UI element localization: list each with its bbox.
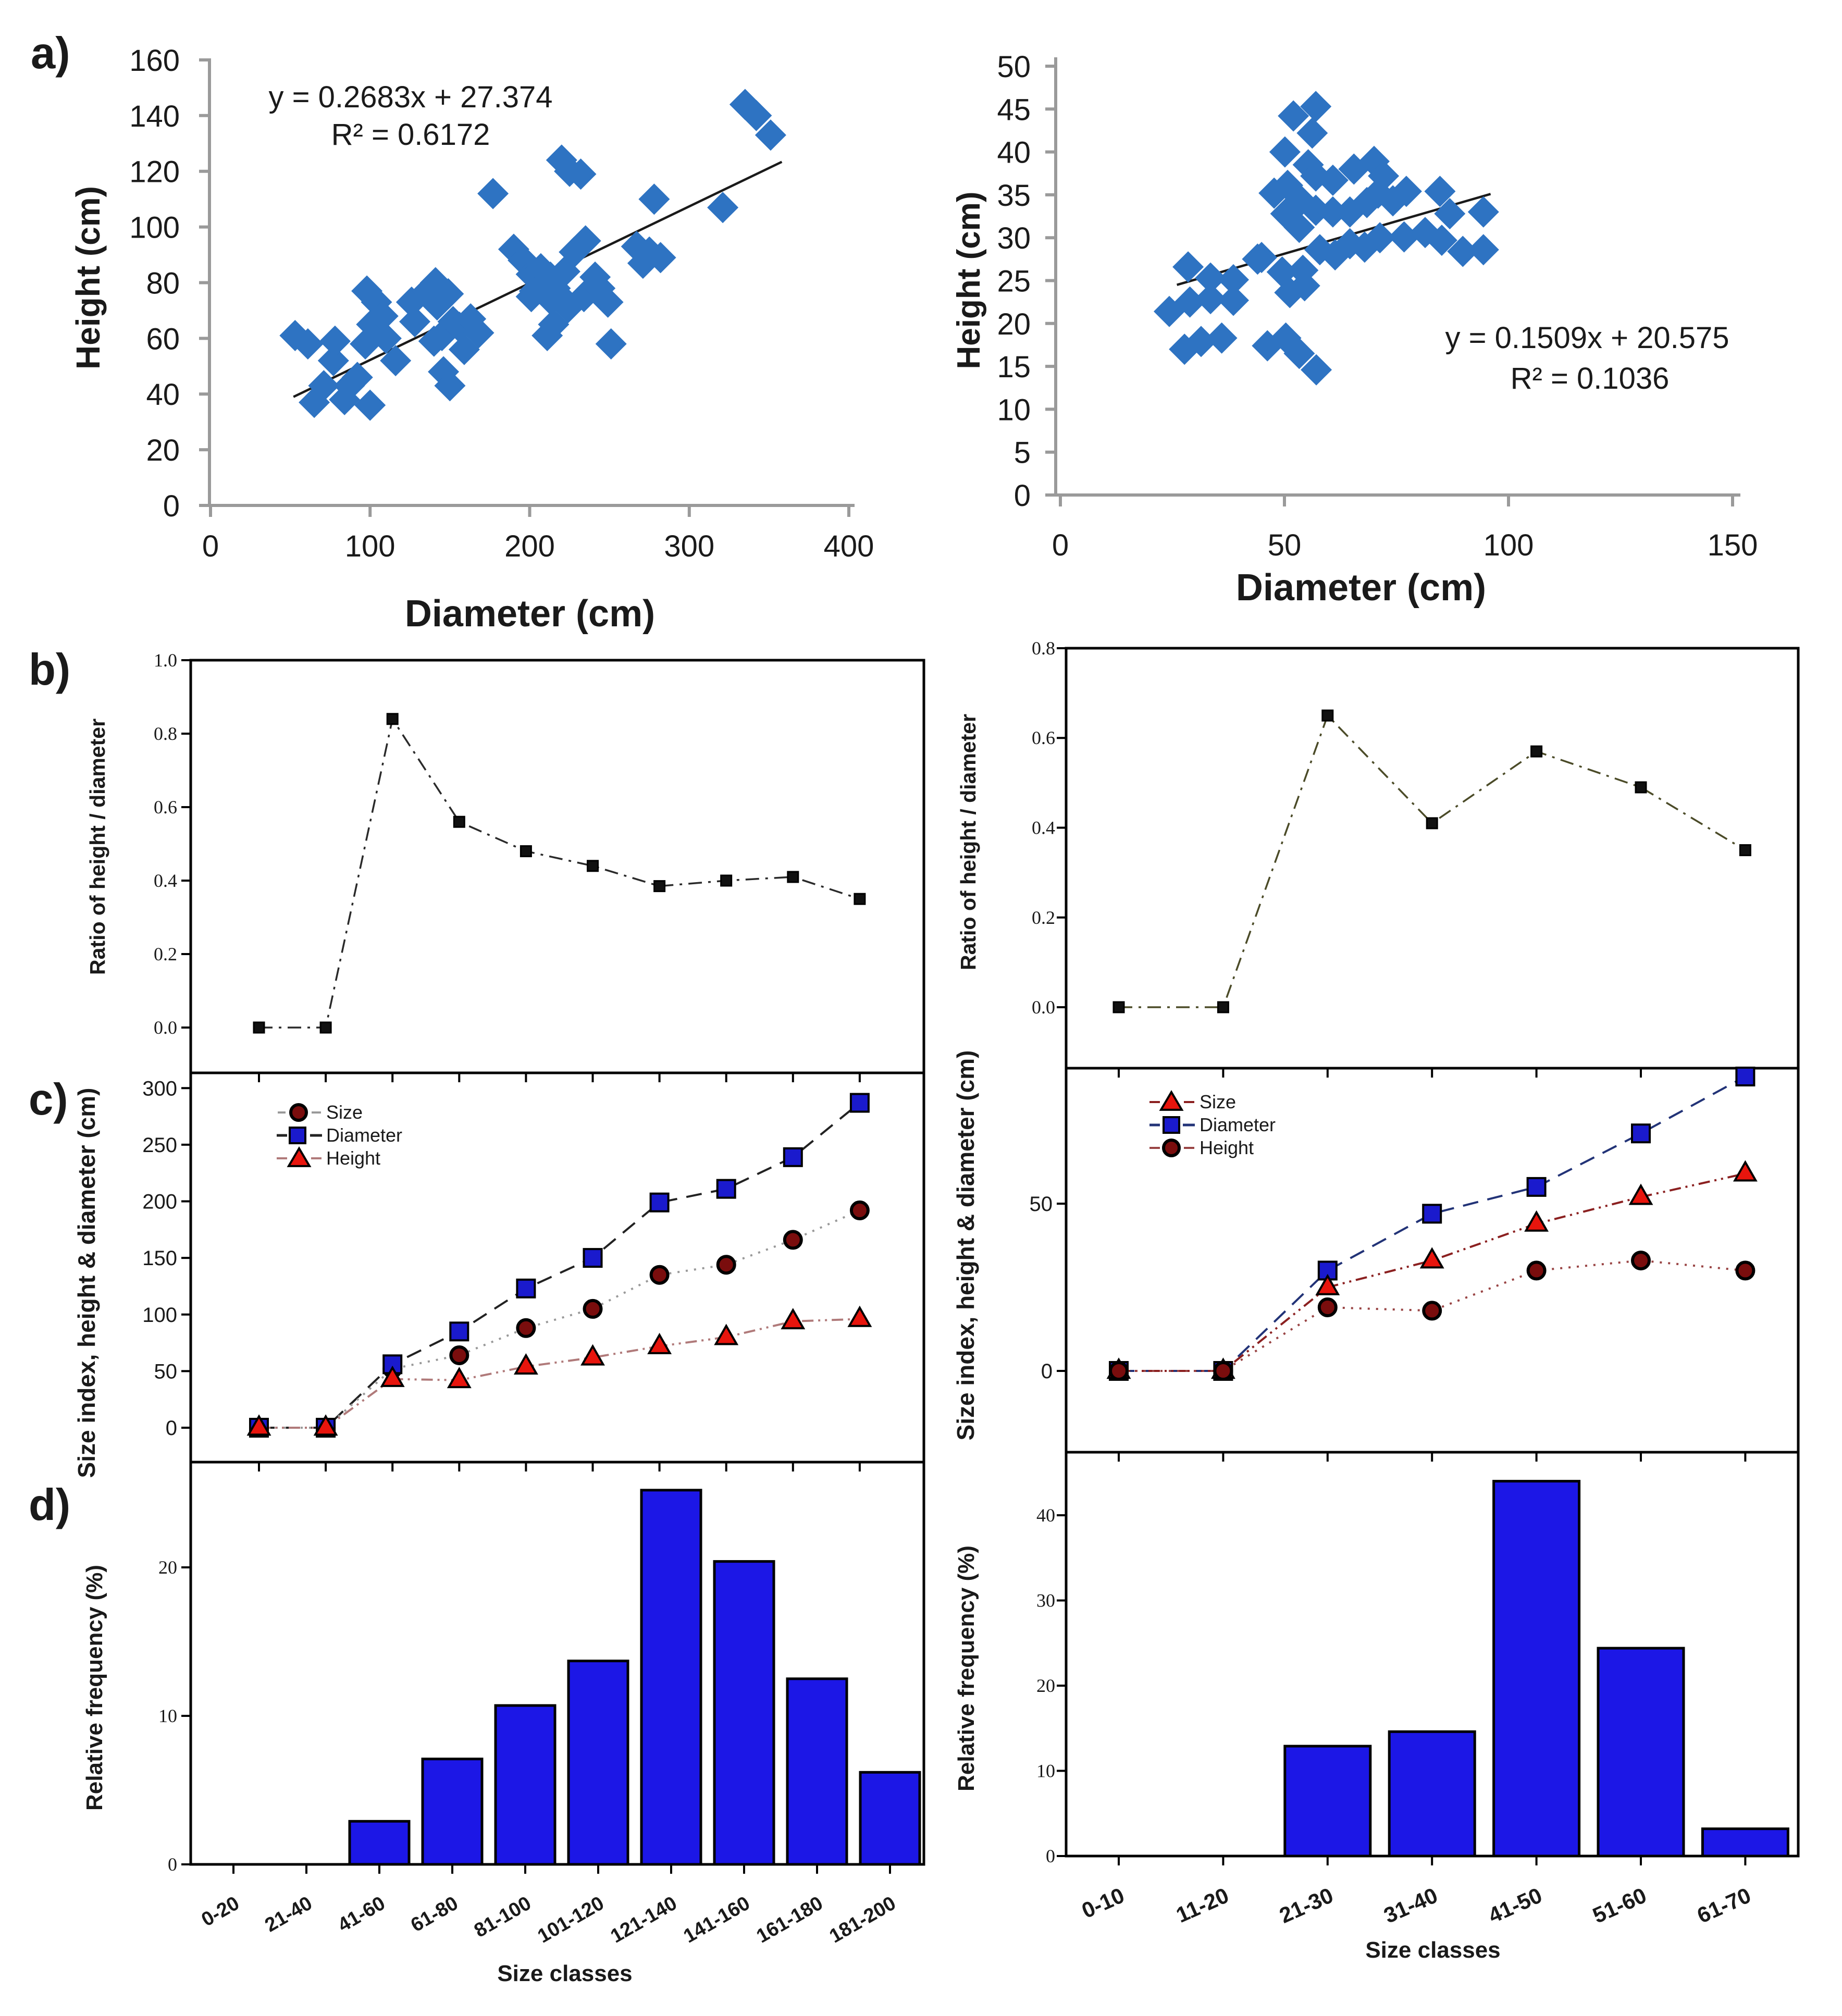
svg-text:Ratio of height / diameter: Ratio of height / diameter bbox=[956, 714, 980, 970]
svg-text:60: 60 bbox=[146, 322, 180, 356]
svg-text:d): d) bbox=[29, 1480, 70, 1530]
svg-text:250: 250 bbox=[142, 1134, 177, 1157]
svg-text:50: 50 bbox=[1030, 1193, 1053, 1216]
svg-text:50: 50 bbox=[154, 1360, 178, 1383]
svg-text:30: 30 bbox=[1036, 1590, 1055, 1611]
svg-text:Height (cm): Height (cm) bbox=[69, 186, 107, 369]
svg-text:Diameter: Diameter bbox=[326, 1124, 402, 1146]
svg-text:0: 0 bbox=[168, 1854, 177, 1875]
svg-text:100: 100 bbox=[142, 1304, 177, 1327]
svg-text:0: 0 bbox=[1052, 528, 1069, 562]
svg-text:150: 150 bbox=[142, 1247, 177, 1270]
svg-text:Diameter (cm): Diameter (cm) bbox=[1236, 567, 1486, 609]
svg-text:10: 10 bbox=[1036, 1761, 1055, 1782]
svg-text:0.0: 0.0 bbox=[1032, 997, 1055, 1018]
svg-text:50: 50 bbox=[997, 50, 1031, 84]
svg-text:0.0: 0.0 bbox=[154, 1017, 177, 1038]
svg-text:Ratio of height / diameter: Ratio of height / diameter bbox=[85, 719, 109, 975]
svg-text:0.8: 0.8 bbox=[1032, 638, 1055, 659]
svg-text:80: 80 bbox=[146, 267, 180, 301]
svg-text:Height (cm): Height (cm) bbox=[951, 192, 987, 369]
svg-text:200: 200 bbox=[142, 1191, 177, 1214]
svg-text:15: 15 bbox=[997, 350, 1031, 384]
svg-text:0.6: 0.6 bbox=[154, 797, 177, 818]
svg-text:y = 0.1509x + 20.575: y = 0.1509x + 20.575 bbox=[1445, 321, 1729, 355]
svg-text:Height: Height bbox=[326, 1147, 380, 1169]
svg-text:Size classes: Size classes bbox=[497, 1961, 632, 1986]
svg-text:Size index, height & diameter: Size index, height & diameter (cm) bbox=[73, 1088, 100, 1478]
svg-text:10: 10 bbox=[158, 1705, 177, 1726]
svg-text:100: 100 bbox=[345, 529, 395, 563]
svg-text:200: 200 bbox=[504, 529, 555, 563]
svg-text:Size index, height & diameter: Size index, height & diameter (cm) bbox=[952, 1050, 979, 1441]
svg-text:0.6: 0.6 bbox=[1032, 727, 1055, 748]
svg-text:y = 0.2683x + 27.374: y = 0.2683x + 27.374 bbox=[269, 80, 553, 114]
svg-text:0: 0 bbox=[1041, 1360, 1053, 1383]
svg-text:0.4: 0.4 bbox=[154, 870, 177, 891]
svg-text:140: 140 bbox=[129, 100, 180, 133]
svg-text:Relative frequency (%): Relative frequency (%) bbox=[82, 1565, 107, 1811]
svg-text:0: 0 bbox=[202, 529, 219, 563]
svg-text:20: 20 bbox=[997, 307, 1031, 341]
svg-text:Size: Size bbox=[326, 1102, 363, 1123]
svg-text:0: 0 bbox=[1014, 479, 1031, 513]
svg-text:0: 0 bbox=[1046, 1846, 1055, 1866]
svg-text:400: 400 bbox=[824, 529, 874, 563]
svg-text:Size classes: Size classes bbox=[1365, 1937, 1500, 1963]
svg-text:300: 300 bbox=[142, 1077, 177, 1100]
svg-text:Relative frequency (%): Relative frequency (%) bbox=[954, 1545, 979, 1791]
svg-text:20: 20 bbox=[1036, 1675, 1055, 1696]
svg-text:45: 45 bbox=[997, 93, 1031, 127]
svg-text:5: 5 bbox=[1014, 436, 1031, 470]
svg-text:20: 20 bbox=[146, 434, 180, 467]
svg-text:c): c) bbox=[29, 1075, 68, 1124]
svg-text:b): b) bbox=[29, 645, 70, 695]
svg-text:100: 100 bbox=[1484, 528, 1534, 562]
svg-text:R² = 0.1036: R² = 0.1036 bbox=[1511, 362, 1670, 395]
svg-text:300: 300 bbox=[664, 529, 714, 563]
svg-text:0.8: 0.8 bbox=[154, 723, 177, 744]
svg-text:40: 40 bbox=[997, 136, 1031, 170]
svg-text:a): a) bbox=[31, 29, 70, 78]
svg-text:40: 40 bbox=[1036, 1505, 1055, 1526]
svg-text:10: 10 bbox=[997, 393, 1031, 427]
svg-text:35: 35 bbox=[997, 179, 1031, 213]
svg-text:20: 20 bbox=[158, 1557, 177, 1578]
svg-text:0.2: 0.2 bbox=[1032, 907, 1055, 928]
svg-text:0: 0 bbox=[166, 1417, 177, 1440]
svg-text:25: 25 bbox=[997, 265, 1031, 299]
svg-text:120: 120 bbox=[129, 155, 180, 189]
svg-text:R² = 0.6172: R² = 0.6172 bbox=[331, 118, 490, 152]
svg-text:40: 40 bbox=[146, 378, 180, 412]
svg-text:100: 100 bbox=[129, 211, 180, 245]
svg-text:Diameter: Diameter bbox=[1200, 1114, 1276, 1135]
svg-text:0: 0 bbox=[163, 489, 180, 523]
svg-text:160: 160 bbox=[129, 44, 180, 78]
svg-text:Size: Size bbox=[1200, 1091, 1236, 1112]
svg-text:150: 150 bbox=[1708, 528, 1758, 562]
svg-text:1.0: 1.0 bbox=[154, 650, 177, 671]
svg-text:Height: Height bbox=[1200, 1137, 1254, 1158]
svg-text:Diameter (cm): Diameter (cm) bbox=[405, 593, 655, 635]
svg-text:30: 30 bbox=[997, 221, 1031, 255]
svg-text:50: 50 bbox=[1268, 528, 1302, 562]
svg-text:0.4: 0.4 bbox=[1032, 818, 1055, 838]
svg-text:0.2: 0.2 bbox=[154, 944, 177, 964]
